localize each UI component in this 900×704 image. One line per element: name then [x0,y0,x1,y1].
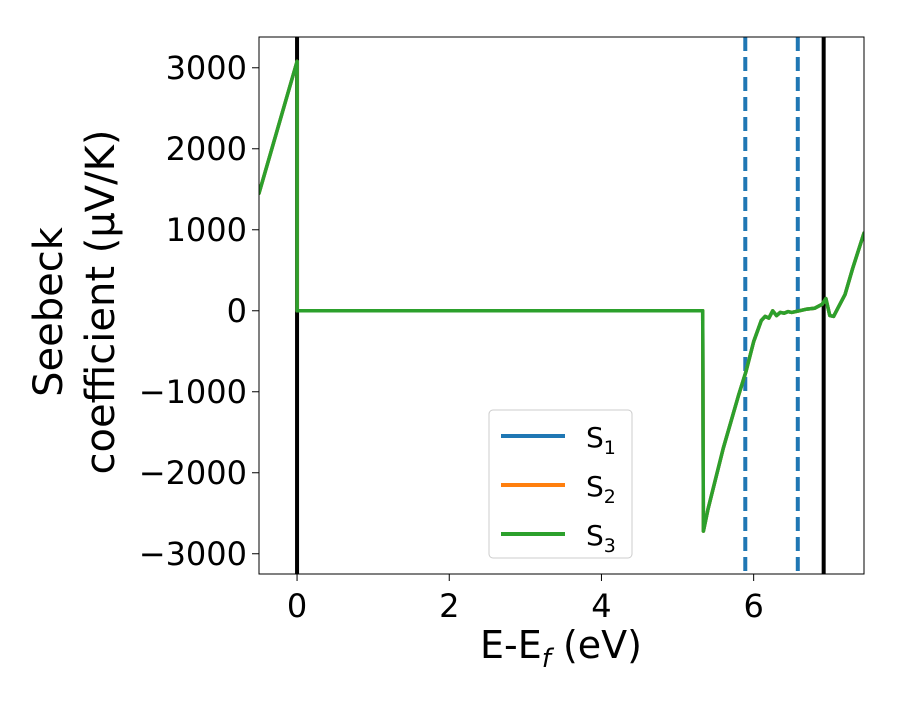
series-line-s3 [259,59,864,533]
x-axis-label: E-Ef (eV) [480,623,642,674]
legend-entries: S1 S2 S3 [501,421,616,557]
y-axis-ticks: 3000 2000 1000 0 −1000 −2000 −3000 [139,49,259,573]
y-axis-label-line2: coefficient (μV/K) [78,130,124,475]
y-axis-label-line1: Seebeck [26,226,72,397]
series-lines [259,59,864,533]
legend-label-s1: S1 [586,421,616,459]
y-tick-label: 2000 [166,130,247,168]
y-tick-label: −2000 [139,454,247,492]
x-axis-ticks: 0 2 4 6 [287,574,764,625]
legend: S1 S2 S3 [488,409,633,559]
x-tick-label: 2 [439,587,459,625]
y-tick-label: 1000 [166,211,247,249]
legend-label-s3: S3 [586,519,616,557]
y-tick-label: 3000 [166,49,247,87]
x-axis-label-main: E-E [480,623,542,667]
x-tick-label: 4 [591,587,611,625]
x-tick-label: 6 [743,587,763,625]
legend-label-s2: S2 [586,470,616,508]
plot-frame [258,36,865,575]
y-tick-label: −3000 [139,535,247,573]
y-tick-label: 0 [227,292,247,330]
x-axis-label-unit: (eV) [551,623,642,667]
y-tick-label: −1000 [139,373,247,411]
x-tick-label: 0 [287,587,307,625]
y-axis-label: Seebeck coefficient (μV/K) [26,130,124,475]
